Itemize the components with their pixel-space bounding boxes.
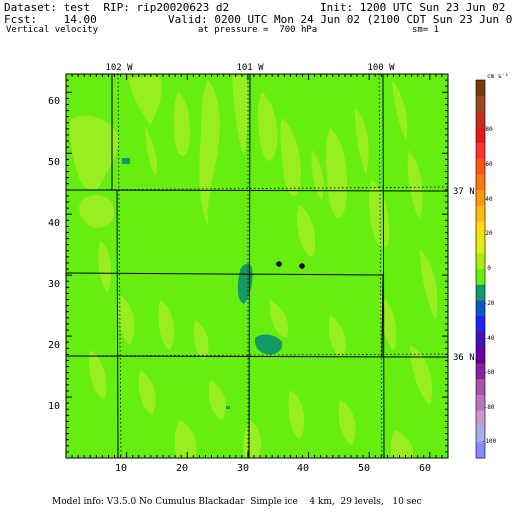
x-tick-label: 60 bbox=[419, 463, 431, 474]
colorbar-units: cm s⁻¹ bbox=[487, 73, 509, 80]
plot-frame bbox=[65, 73, 449, 459]
smoothing-label: sm= 1 bbox=[412, 25, 440, 35]
x-tick-label: 30 bbox=[237, 463, 249, 474]
x-tick-label: 50 bbox=[358, 463, 370, 474]
boundary-lines bbox=[65, 73, 449, 459]
latitude-label: 36 N bbox=[453, 353, 475, 363]
colorbar-swatch bbox=[476, 95, 485, 112]
station-marker bbox=[276, 261, 282, 267]
tick-marks bbox=[66, 74, 448, 458]
colorbar-swatch bbox=[476, 347, 485, 364]
colorbar-swatch bbox=[476, 426, 485, 443]
longitude-label: 102 W bbox=[105, 63, 133, 73]
colorbar-swatch bbox=[476, 300, 485, 317]
colorbar-label: -100 bbox=[482, 438, 497, 445]
y-axis-labels: 10 20 30 40 50 60 bbox=[48, 96, 60, 412]
colorbar-label: 40 bbox=[485, 196, 493, 203]
colorbar-labels: 80 60 40 20 0 -20 -40 -60 -80 -100 bbox=[482, 126, 497, 445]
x-tick-label: 40 bbox=[297, 463, 309, 474]
colorbar-swatch bbox=[476, 253, 485, 270]
field-name: Vertical velocity bbox=[6, 25, 99, 35]
colorbar-swatch bbox=[476, 127, 485, 144]
colorbar-swatch bbox=[476, 111, 485, 128]
y-tick-label: 50 bbox=[48, 157, 60, 168]
field-background bbox=[66, 74, 448, 458]
colorbar-swatch bbox=[476, 284, 485, 301]
colorbar-label: -60 bbox=[484, 369, 495, 376]
x-axis-labels: 10 20 30 40 50 60 bbox=[115, 463, 431, 474]
colorbar-swatch bbox=[476, 143, 485, 160]
colorbar-swatch bbox=[476, 316, 485, 333]
dataset-label: Dataset: test RIP: rip20020623 d2 bbox=[4, 1, 230, 14]
colorbar bbox=[475, 79, 486, 459]
colorbar-swatch bbox=[476, 363, 485, 380]
colorbar-swatch bbox=[476, 379, 485, 396]
model-info: Model info: V3.5.0 No Cumulus Blackadar … bbox=[52, 497, 422, 507]
colorbar-label: 20 bbox=[485, 230, 493, 237]
colorbar-swatch bbox=[476, 158, 485, 175]
y-tick-label: 30 bbox=[48, 279, 60, 290]
forecast-hour: Fcst: 14.00 bbox=[4, 13, 97, 26]
colorbar-swatch bbox=[476, 80, 485, 97]
longitude-labels: 102 W 101 W 100 W bbox=[105, 63, 395, 73]
colorbar-swatch bbox=[476, 190, 485, 207]
latitude-label: 37 N bbox=[453, 187, 475, 197]
colorbar-swatch bbox=[476, 410, 485, 427]
y-tick-label: 60 bbox=[48, 96, 60, 107]
colorbar-label: -20 bbox=[484, 300, 495, 307]
colorbar-swatch bbox=[476, 206, 485, 223]
init-time: Init: 1200 UTC Sun 23 Jun 02 bbox=[320, 1, 506, 14]
latitude-labels: 37 N 36 N bbox=[453, 187, 475, 363]
pressure-level: at pressure = 700 hPa bbox=[198, 25, 318, 35]
colorbar-swatch bbox=[476, 174, 485, 191]
colorbar-swatch bbox=[476, 269, 485, 286]
colorbar-label: 60 bbox=[485, 161, 493, 168]
longitude-label: 101 W bbox=[236, 63, 264, 73]
colorbar-label: -80 bbox=[484, 404, 495, 411]
colorbar-swatch bbox=[476, 237, 485, 254]
x-tick-label: 20 bbox=[176, 463, 188, 474]
light-field-patches bbox=[69, 76, 438, 458]
valid-time: Valid: 0200 UTC Mon 24 Jun 02 (2100 CDT … bbox=[168, 13, 512, 26]
colorbar-label: 0 bbox=[487, 265, 491, 272]
y-tick-label: 20 bbox=[48, 340, 60, 351]
colorbar-swatch bbox=[476, 442, 485, 459]
y-tick-label: 40 bbox=[48, 218, 60, 229]
longitude-label: 100 W bbox=[367, 63, 395, 73]
colorbar-frame bbox=[475, 79, 486, 459]
y-tick-label: 10 bbox=[48, 401, 60, 412]
colorbar-swatch bbox=[476, 221, 485, 238]
colorbar-swatch bbox=[476, 395, 485, 412]
colorbar-label: 80 bbox=[485, 126, 493, 133]
colorbar-swatch bbox=[476, 332, 485, 349]
x-tick-label: 10 bbox=[115, 463, 127, 474]
graticule bbox=[65, 73, 449, 459]
station-marker bbox=[299, 263, 305, 269]
colorbar-label: -40 bbox=[484, 335, 495, 342]
